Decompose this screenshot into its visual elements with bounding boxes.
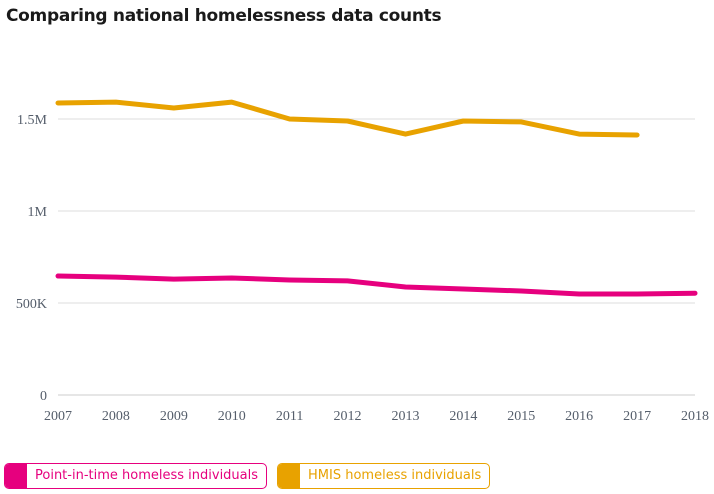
line-chart: 0 500K 1M 1.5M 2007 2008 2009 2010 2011 2012 2013… — [16, 99, 709, 424]
x-tick-label: 2018 — [681, 409, 709, 424]
x-tick-label: 2017 — [623, 409, 651, 424]
y-tick-label: 1M — [28, 205, 48, 220]
x-tick-label: 2015 — [507, 409, 535, 424]
x-tick-label: 2008 — [102, 409, 130, 424]
chart-title: Comparing national homelessness data cou… — [6, 6, 442, 26]
x-tick-label: 2011 — [276, 409, 303, 424]
legend-label: Point-in-time homeless individuals — [35, 468, 259, 483]
series-lines — [55, 99, 698, 297]
legend-item-hmis[interactable]: HMIS homeless individuals — [277, 463, 491, 489]
legend-item-point-in-time[interactable]: Point-in-time homeless individuals — [4, 463, 268, 489]
legend-swatch-hmis — [278, 464, 301, 488]
x-tick-label: 2013 — [391, 409, 419, 424]
x-tick-label: 2010 — [218, 409, 246, 424]
x-tick-label: 2012 — [334, 409, 362, 424]
x-tick-label: 2007 — [44, 409, 72, 424]
gridlines — [58, 118, 695, 396]
x-tick-label: 2009 — [160, 409, 188, 424]
y-tick-label: 500K — [16, 297, 47, 312]
x-tick-label: 2014 — [449, 409, 477, 424]
legend: Point-in-time homeless individuals HMIS … — [4, 463, 491, 489]
y-axis-ticks: 0 500K 1M 1.5M — [16, 113, 48, 404]
series-line-hmis[interactable] — [55, 99, 640, 138]
y-tick-label: 0 — [40, 389, 47, 404]
x-tick-label: 2016 — [565, 409, 593, 424]
legend-swatch-pit — [5, 464, 27, 488]
y-tick-label: 1.5M — [17, 113, 48, 128]
x-axis-ticks: 2007 2008 2009 2010 2011 2012 2013 2014 2015 2016… — [44, 409, 709, 424]
legend-label: HMIS homeless individuals — [308, 468, 482, 483]
series-line-point-in-time[interactable] — [55, 273, 698, 297]
